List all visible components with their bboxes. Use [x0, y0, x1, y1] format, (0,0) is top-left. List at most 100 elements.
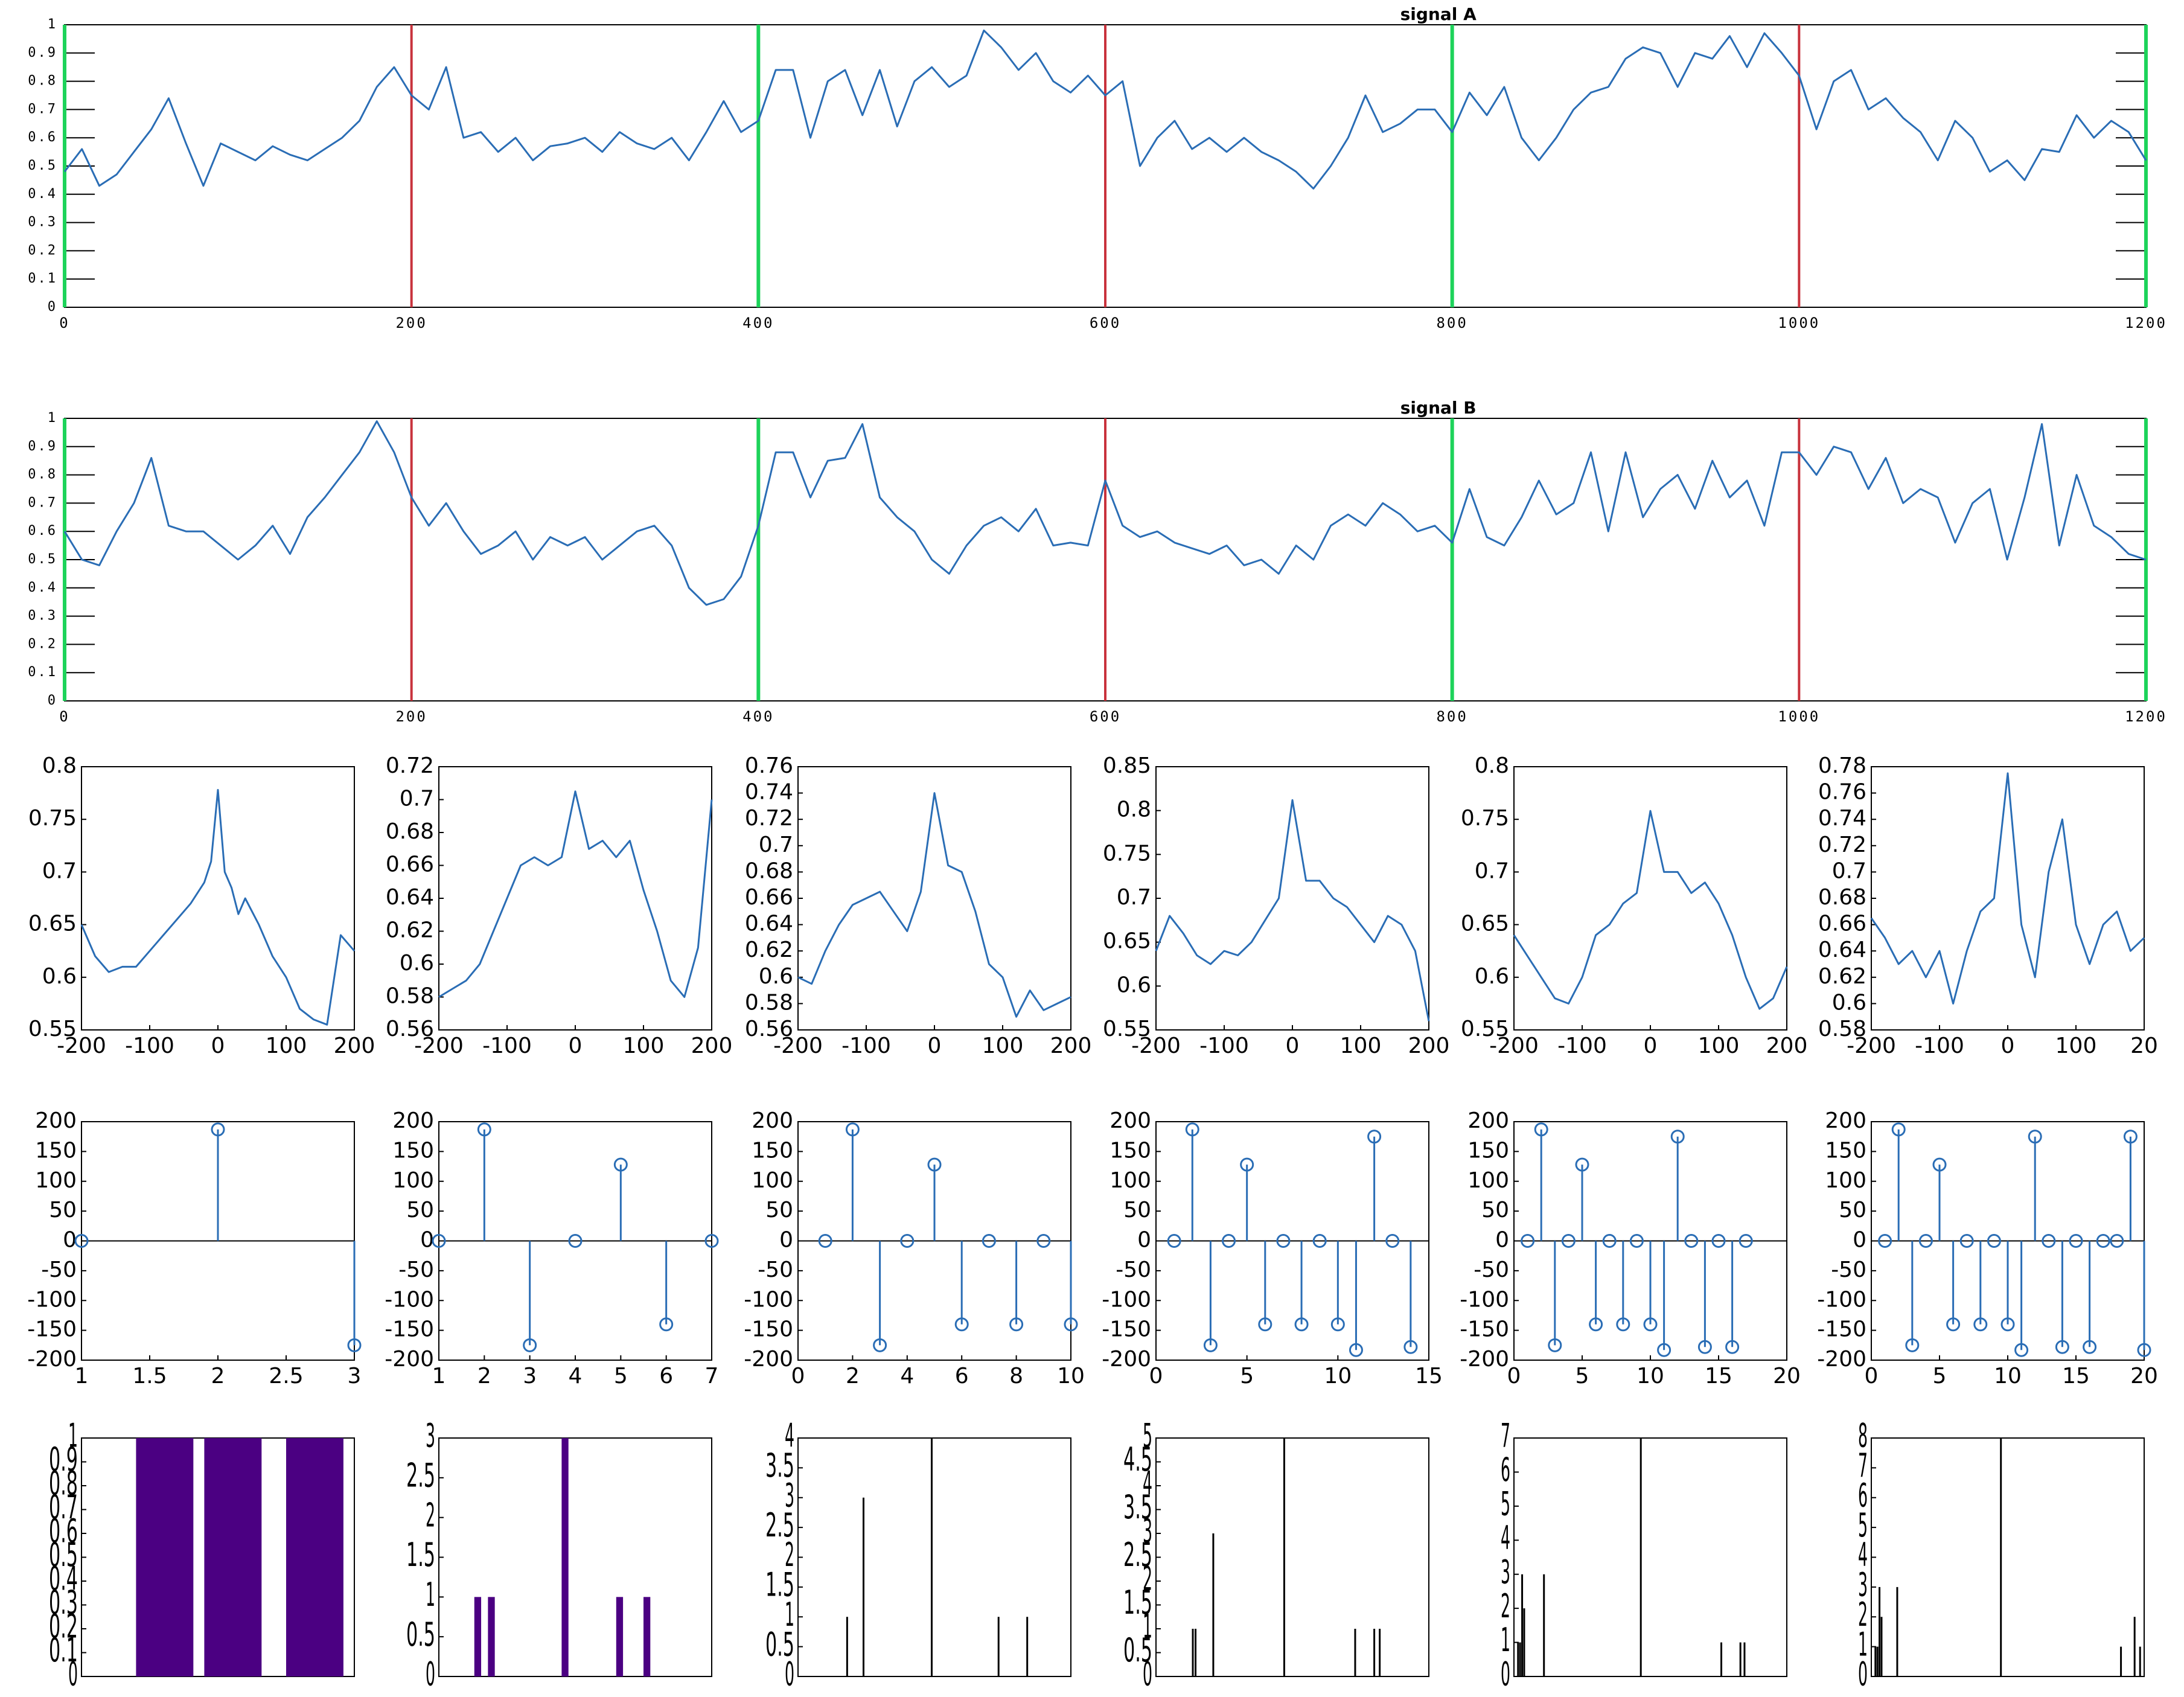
y-tick-label: 150	[1825, 1138, 1866, 1163]
x-tick-label: 0	[1286, 1034, 1300, 1058]
x-tick-label: 200	[1050, 1034, 1092, 1058]
stem-marker	[1697, 1340, 1712, 1354]
stem-marker	[2069, 1234, 2083, 1248]
x-tick-label: 0	[2001, 1034, 2015, 1058]
y-tick-label: 100	[752, 1168, 793, 1193]
y-tick-label: 7	[1858, 1446, 1868, 1484]
stem-marker	[1905, 1338, 1920, 1352]
stem-marker	[2042, 1234, 2056, 1248]
y-tick-label: 3	[1143, 1512, 1152, 1550]
y-tick-label: 1	[426, 1576, 435, 1614]
y-tick-label: 1	[48, 411, 57, 426]
y-tick-label: 1.5	[1123, 1584, 1152, 1622]
y-tick-label: 0.4	[28, 580, 57, 595]
x-tick-label: 0	[211, 1034, 225, 1058]
y-tick-label: 0.7	[1117, 885, 1151, 910]
y-tick-label: 1	[1143, 1608, 1152, 1646]
y-tick-label: 0.6	[1832, 990, 1866, 1015]
x-tick-label: 1000	[1778, 708, 1820, 725]
stem-marker	[523, 1338, 537, 1352]
stem-2-panel: -200 -150 -100 -50 0 50 100 150 200 1 2 3 4 5 6 7	[385, 1108, 719, 1389]
stem-6-panel: -200 -150 -100 -50 0 50 100 150 200 0 5 10 15 20	[1817, 1108, 2158, 1389]
stem-marker	[1878, 1234, 1892, 1248]
y-tick-label: 0.56	[386, 1017, 434, 1041]
y-tick-label: 0.85	[1103, 753, 1151, 778]
stem-marker	[1258, 1317, 1272, 1332]
x-tick-label: 10	[1324, 1364, 1352, 1389]
y-tick-label: 0	[1501, 1655, 1510, 1693]
stem-marker	[2123, 1130, 2138, 1144]
y-tick-label: 50	[1123, 1198, 1151, 1222]
x-tick-label: 6	[659, 1364, 673, 1389]
y-tick-label: 0.8	[1117, 797, 1151, 822]
stem-marker	[1711, 1234, 1726, 1248]
x-tick-label: 1	[432, 1364, 446, 1389]
x-tick-label: 200	[395, 708, 427, 725]
x-tick-label: 5	[1240, 1364, 1254, 1389]
stem-marker	[1330, 1317, 1345, 1332]
stem-marker	[818, 1234, 832, 1248]
stem-marker	[1725, 1340, 1740, 1354]
stem-marker	[1575, 1157, 1589, 1172]
stem-marker	[873, 1338, 887, 1352]
y-tick-label: 0.4	[28, 187, 57, 202]
signal-a-panel: 0 0.1 0.2 0.3 0.4 0.5 0.6 0.7 0.8 0.9 1 0 200 400 600 8…	[28, 4, 2165, 331]
x-tick-label: 7	[705, 1364, 719, 1389]
x-tick-label: -100	[1915, 1034, 1964, 1058]
y-tick-label: 0.2	[28, 636, 57, 651]
x-tick-label: -100	[1557, 1034, 1607, 1058]
x-tick-label: 2.5	[269, 1364, 303, 1389]
y-tick-label: 1.5	[406, 1536, 435, 1574]
y-tick-label: 3.5	[1123, 1488, 1152, 1526]
x-tick-label: -100	[841, 1034, 891, 1058]
y-tick-label: 0	[1858, 1655, 1868, 1693]
x-tick-label: 3	[348, 1364, 362, 1389]
stem-marker	[1891, 1122, 1906, 1137]
signal-b-panel: 0 0.1 0.2 0.3 0.4 0.5 0.6 0.7 0.8 0.9 1 0 200 400 600 8…	[28, 398, 2165, 725]
x-tick-label: 800	[1436, 708, 1467, 725]
y-tick-label: 0.64	[1818, 938, 1866, 962]
y-tick-label: 0.7	[49, 1488, 78, 1526]
y-tick-label: 0.6	[28, 130, 57, 145]
histogram-bar	[474, 1597, 482, 1676]
stem-marker	[954, 1317, 969, 1332]
stem-marker	[1240, 1157, 1254, 1172]
y-tick-label: -50	[1474, 1258, 1509, 1282]
x-tick-label: 0	[1149, 1364, 1163, 1389]
x-tick-label: 10	[1057, 1364, 1085, 1389]
y-tick-label: 0.74	[745, 780, 793, 805]
y-tick-label: -150	[744, 1317, 793, 1342]
y-tick-label: -100	[1460, 1287, 1509, 1312]
y-tick-label: 0	[1143, 1655, 1152, 1693]
y-tick-label: 0.9	[28, 439, 57, 454]
y-tick-label: 50	[1839, 1198, 1866, 1222]
y-tick-label: 0.8	[28, 74, 57, 89]
stem-marker	[1987, 1234, 2001, 1248]
signal-a-series-line	[63, 29, 2147, 190]
hist-3-axes-box	[797, 1437, 1071, 1677]
y-tick-label: -150	[27, 1317, 77, 1342]
x-tick-label: 1	[75, 1364, 89, 1389]
stem-marker	[1403, 1340, 1418, 1354]
y-tick-label: 0.7	[28, 101, 57, 117]
y-tick-label: 5	[1143, 1417, 1152, 1455]
y-tick-label: 0.58	[1818, 1017, 1866, 1041]
y-tick-label: 0.76	[745, 753, 793, 778]
y-tick-label: 0.75	[1103, 841, 1151, 866]
y-tick-label: 0.65	[1461, 912, 1509, 936]
y-tick-label: 150	[1110, 1138, 1151, 1163]
y-tick-label: 200	[1825, 1108, 1866, 1133]
x-tick-label: 600	[1090, 315, 1121, 331]
corr-1-axes-box	[81, 766, 355, 1031]
y-tick-label: 6	[1858, 1476, 1868, 1514]
y-tick-label: 0.76	[1818, 780, 1866, 805]
y-tick-label: 3	[1858, 1566, 1868, 1604]
corr-6-series-line	[1870, 772, 2145, 1005]
x-tick-label: -200	[1489, 1034, 1539, 1058]
y-tick-label: 0.5	[49, 1536, 78, 1574]
x-tick-label: -100	[125, 1034, 174, 1058]
stem-marker	[1294, 1317, 1309, 1332]
hist-2-panel: 00.511.522.53	[406, 1417, 712, 1693]
x-tick-label: 0	[1644, 1034, 1658, 1058]
x-tick-label: 200	[334, 1034, 375, 1058]
